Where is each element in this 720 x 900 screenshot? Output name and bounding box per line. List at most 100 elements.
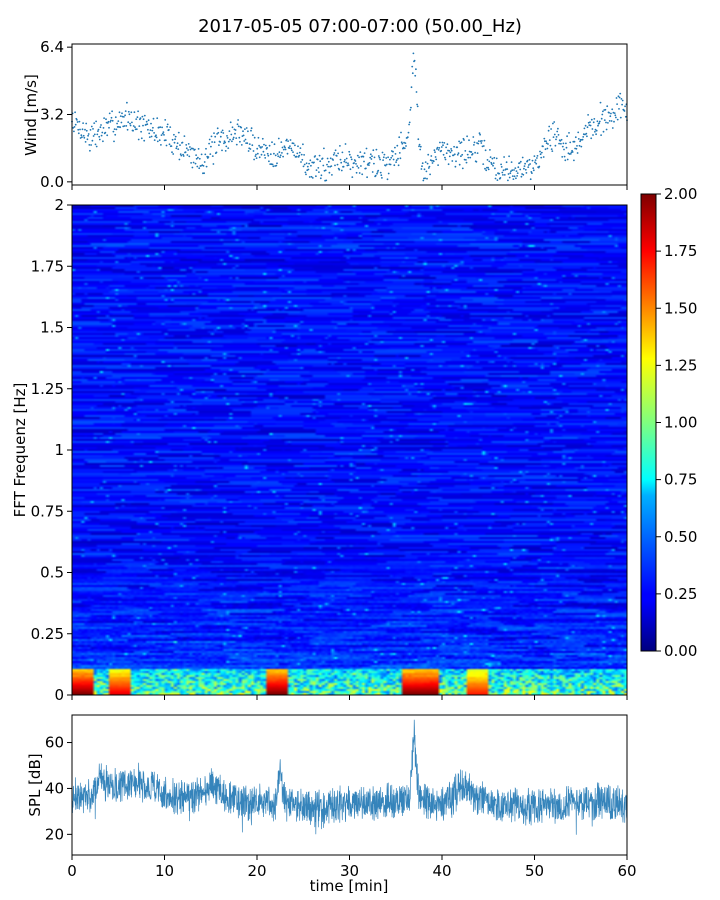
wind-point [527, 164, 530, 166]
wind-point [438, 147, 441, 149]
wind-point [329, 157, 332, 160]
wind-point [581, 138, 584, 141]
wind-point [322, 164, 325, 167]
wind-point [579, 140, 581, 143]
wind-point [129, 122, 131, 125]
wind-point [74, 111, 76, 114]
wind-point [310, 175, 313, 178]
wind-point [560, 142, 562, 145]
wind-point [573, 140, 576, 143]
wind-point [375, 148, 378, 151]
wind-point [132, 125, 135, 127]
wind-point [547, 143, 549, 145]
wind-point [439, 141, 441, 144]
wind-scatter-series [71, 52, 628, 182]
wind-point [385, 157, 388, 159]
wind-point [210, 135, 213, 138]
wind-point [344, 159, 346, 161]
wind-point [603, 119, 606, 121]
wind-point [486, 159, 489, 161]
wind-point [403, 147, 406, 150]
wind-point [271, 141, 273, 144]
wind-point [289, 145, 291, 148]
wind-point [373, 162, 375, 165]
wind-point [272, 165, 275, 168]
spl-y-axis: 20 40 60 [45, 734, 72, 843]
wind-point [407, 131, 410, 134]
wind-point [393, 164, 396, 167]
wind-point [378, 156, 381, 159]
wind-point [203, 172, 206, 175]
wind-point [595, 129, 598, 132]
wind-point [264, 157, 267, 159]
wind-point [491, 157, 494, 160]
colorbar: 0.00 0.25 0.50 0.75 1.00 1.25 1.50 1.75 2.00 [640, 185, 697, 660]
wind-point [303, 154, 305, 156]
wind-point [143, 139, 146, 142]
wind-point [89, 149, 91, 152]
spectrogram-ytick-label: 0.25 [31, 625, 64, 643]
wind-point [619, 92, 622, 95]
wind-point [237, 119, 240, 121]
wind-point [473, 144, 475, 146]
spl-panel: 20 40 60 0 10 20 30 40 50 60 SPL [dB] time [min] [26, 714, 637, 895]
wind-point [416, 105, 419, 108]
wind-point [268, 160, 270, 163]
wind-point [376, 171, 379, 173]
wind-point [358, 172, 361, 174]
wind-point [510, 161, 513, 164]
wind-point [556, 130, 559, 133]
wind-point [155, 136, 158, 139]
wind-point [384, 164, 387, 167]
wind-point [524, 168, 527, 171]
wind-point [142, 124, 144, 127]
wind-point [569, 141, 572, 144]
colorbar-ticks: 0.00 0.25 0.50 0.75 1.00 1.25 1.50 1.75 2.00 [656, 185, 697, 660]
spl-axes-frame [71, 714, 628, 856]
wind-point [219, 135, 222, 138]
wind-point [532, 167, 535, 170]
wind-point [430, 155, 433, 157]
wind-point [205, 165, 208, 168]
wind-point [476, 152, 479, 155]
wind-point [202, 165, 205, 167]
wind-point [190, 162, 193, 164]
wind-point [465, 159, 467, 161]
wind-point [474, 151, 476, 154]
wind-point [454, 165, 457, 168]
wind-point [519, 168, 522, 171]
wind-point [602, 110, 604, 113]
wind-point [469, 156, 472, 159]
wind-point [123, 116, 125, 118]
wind-point [247, 150, 250, 152]
wind-point [536, 155, 539, 157]
wind-point [231, 126, 234, 129]
spl-x-axis-label: time [min] [310, 877, 389, 895]
wind-point [507, 173, 510, 175]
wind-point [337, 152, 339, 155]
wind-point [238, 136, 241, 139]
wind-point [79, 137, 82, 139]
wind-point [216, 133, 219, 135]
wind-point [350, 158, 353, 161]
wind-point [559, 140, 562, 142]
wind-point [597, 124, 599, 127]
wind-point [343, 160, 346, 163]
wind-point [333, 152, 336, 154]
wind-point [102, 127, 105, 129]
wind-point [236, 123, 239, 126]
wind-point [568, 132, 570, 134]
wind-point [540, 151, 543, 154]
wind-point [212, 163, 215, 165]
wind-point [176, 145, 178, 148]
wind-point [500, 163, 502, 166]
wind-point [618, 96, 621, 99]
wind-point [444, 156, 446, 159]
wind-point [466, 153, 469, 156]
wind-point [499, 177, 502, 179]
wind-point [155, 134, 157, 137]
wind-point [240, 126, 243, 129]
wind-point [100, 134, 103, 137]
wind-point [386, 178, 389, 181]
wind-point [290, 147, 293, 150]
